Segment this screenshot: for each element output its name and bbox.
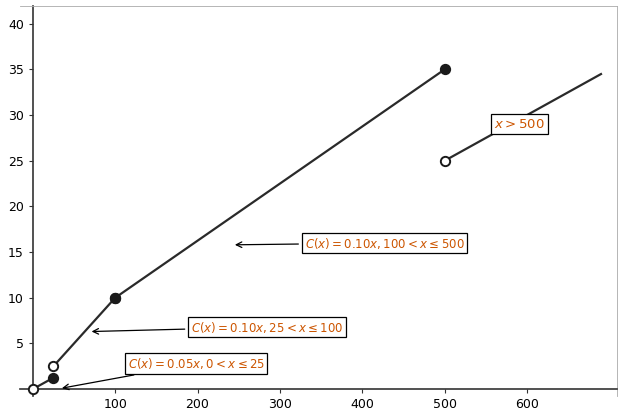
Text: $C(x)=0.10x,100<x\leq500$: $C(x)=0.10x,100<x\leq500$: [236, 235, 464, 250]
Text: $C(x)=0.05x,0<x\leq25$: $C(x)=0.05x,0<x\leq25$: [64, 356, 265, 390]
Point: [28, 386, 38, 393]
Point: [440, 158, 450, 164]
Text: $C(x)=0.10x,25<x\leq100$: $C(x)=0.10x,25<x\leq100$: [93, 319, 343, 334]
Point: [49, 363, 59, 370]
Point: [440, 66, 450, 73]
Point: [110, 294, 120, 301]
Point: [49, 375, 59, 381]
Text: $x>500$: $x>500$: [494, 118, 545, 131]
Point: [110, 294, 120, 301]
